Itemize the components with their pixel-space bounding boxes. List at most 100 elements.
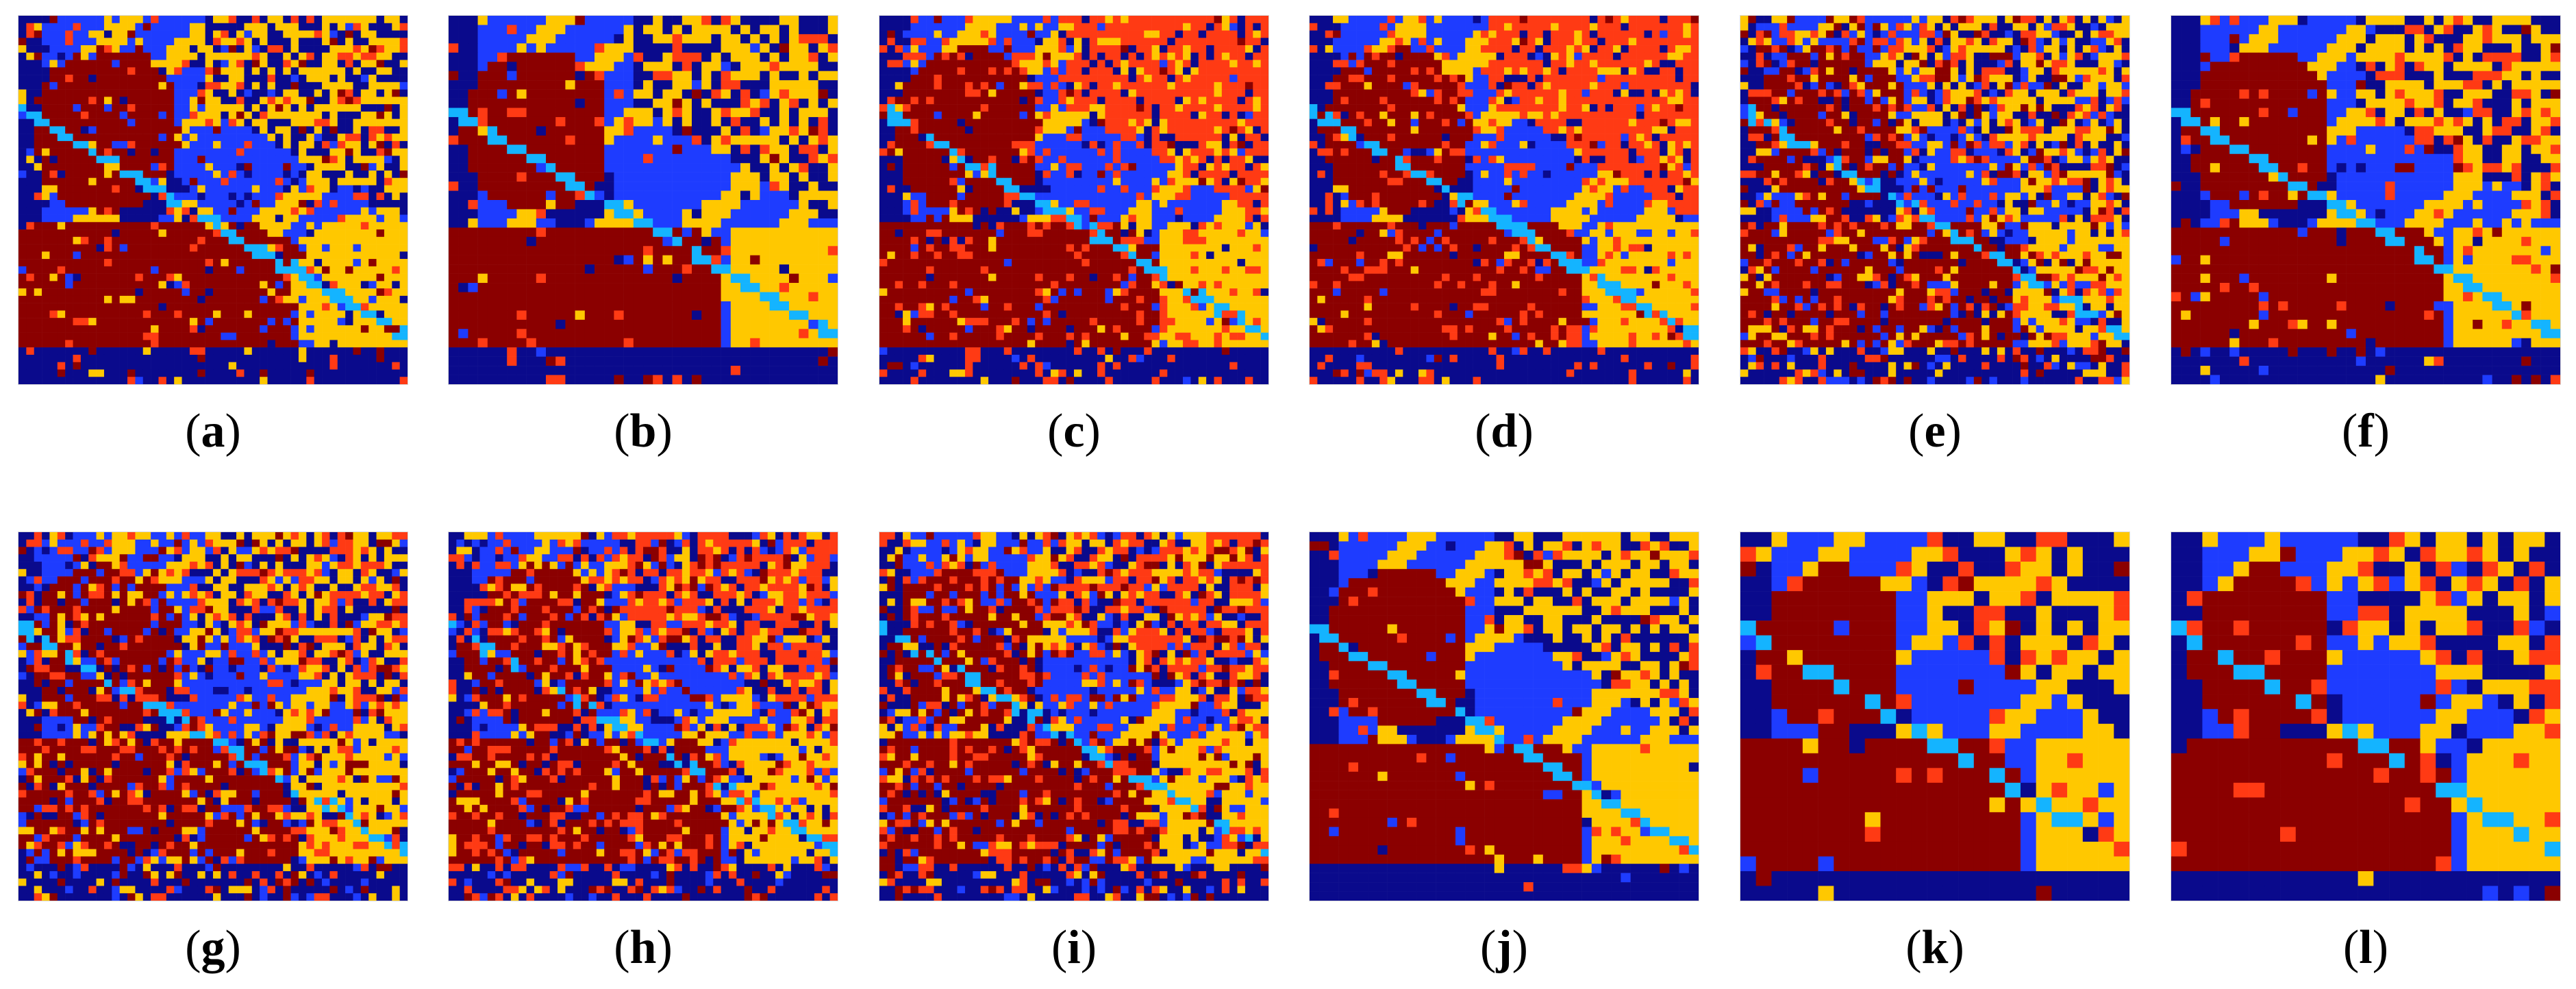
map-pixel-blue [329, 140, 338, 149]
map-pixel-yellow [1050, 104, 1059, 112]
map-pixel-yellow [329, 266, 338, 274]
map-pixel-dark-red [555, 153, 566, 164]
map-pixel-yellow [329, 89, 338, 97]
map-pixel-blue [575, 43, 586, 53]
map-pixel-navy [760, 347, 770, 357]
map-pixel-yellow [174, 214, 182, 223]
map-pixel-dark-red [96, 310, 105, 318]
map-pixel-yellow [306, 111, 314, 119]
map-pixel-navy [887, 45, 896, 53]
map-pixel-dark-red [516, 338, 527, 348]
map-pixel-dark-red [516, 264, 527, 274]
map-pixel-cyan [275, 259, 284, 267]
map-pixel-yellow [392, 251, 400, 260]
map-pixel-blue [298, 295, 307, 303]
map-pixel-blue [298, 214, 307, 223]
map-pixel-dark-red [49, 244, 58, 252]
map-pixel-navy [275, 118, 284, 127]
map-pixel-blue [1012, 23, 1020, 31]
map-pixel-yellow [769, 89, 780, 99]
map-pixel-orange-red [1198, 45, 1207, 53]
map-pixel-navy [322, 377, 330, 384]
map-pixel-dark-red [18, 295, 27, 303]
map-pixel-yellow [957, 30, 966, 38]
map-pixel-dark-red [516, 153, 527, 164]
map-pixel-dark-red [1003, 82, 1012, 90]
map-pixel-dark-red [487, 227, 498, 238]
map-pixel-yellow [322, 82, 330, 90]
map-pixel-dark-red [633, 310, 644, 321]
map-pixel-orange-red [1221, 104, 1230, 112]
map-pixel-dark-red [584, 145, 595, 155]
map-pixel-dark-red [34, 126, 42, 134]
map-pixel-cyan [306, 281, 314, 289]
map-pixel-yellow [314, 192, 323, 201]
map-pixel-dark-red [497, 62, 508, 71]
map-pixel-dark-red [584, 338, 595, 348]
map-pixel-orange-red [980, 104, 989, 112]
map-pixel-navy [526, 375, 537, 384]
map-pixel-yellow [643, 89, 653, 99]
map-pixel-dark-red [166, 288, 175, 297]
map-pixel-yellow [1050, 30, 1059, 38]
map-pixel-yellow [49, 273, 58, 281]
map-pixel-yellow [711, 200, 721, 210]
map-pixel-navy [228, 354, 237, 362]
map-pixel-blue [244, 200, 253, 208]
map-pixel-yellow [789, 80, 799, 90]
map-pixel-yellow [808, 236, 818, 247]
map-pixel-dark-red [112, 251, 120, 260]
map-pixel-orange-red [1198, 104, 1207, 112]
map-pixel-navy [26, 200, 35, 208]
map-pixel-navy [18, 30, 27, 38]
map-pixel-navy [546, 366, 556, 375]
map-pixel-orange-red [236, 38, 245, 46]
map-pixel-cyan [604, 200, 614, 210]
map-pixel-orange-red [57, 362, 66, 370]
map-pixel-orange-red [1206, 118, 1214, 127]
map-pixel-navy [57, 347, 66, 355]
map-pixel-yellow [740, 292, 751, 302]
map-pixel-orange-red [701, 16, 712, 25]
map-pixel-navy [643, 71, 653, 81]
map-pixel-dark-red [267, 310, 276, 318]
map-pixel-yellow [1253, 60, 1261, 68]
map-pixel-dark-red [536, 80, 547, 90]
map-pixel-dark-red [681, 283, 692, 292]
map-pixel-navy [468, 190, 478, 201]
map-pixel-dark-red [80, 340, 89, 348]
map-pixel-dark-red [267, 325, 276, 333]
map-pixel-navy [205, 354, 214, 362]
map-pixel-dark-red [197, 288, 205, 297]
map-pixel-yellow [376, 207, 385, 215]
map-pixel-dark-red [18, 325, 27, 333]
map-pixel-orange-red [903, 52, 911, 60]
map-pixel-yellow [376, 236, 385, 245]
map-pixel-orange-red [1167, 118, 1175, 127]
map-pixel-dark-red [236, 318, 245, 326]
map-pixel-dark-red [103, 82, 112, 90]
map-pixel-dark-red [964, 75, 973, 83]
map-pixel-dark-red [228, 303, 237, 311]
map-pixel-orange-red [1175, 118, 1184, 127]
map-pixel-blue [996, 30, 1005, 38]
map-pixel-navy [458, 366, 468, 375]
map-pixel-dark-red [135, 155, 144, 164]
map-pixel-cyan [633, 218, 644, 228]
map-pixel-dark-red [80, 67, 89, 75]
map-pixel-navy [399, 67, 408, 75]
map-pixel-dark-red [536, 99, 547, 108]
map-pixel-dark-red [135, 52, 144, 60]
map-pixel-orange-red [135, 273, 144, 281]
map-pixel-dark-red [166, 310, 175, 318]
map-pixel-dark-red [672, 292, 683, 302]
map-pixel-dark-red [575, 255, 586, 265]
map-pixel-navy [595, 366, 605, 375]
map-pixel-dark-red [57, 295, 66, 303]
map-pixel-navy [779, 264, 790, 274]
map-pixel-blue [623, 16, 634, 25]
map-pixel-navy [322, 362, 330, 370]
map-pixel-navy [260, 104, 268, 112]
map-pixel-orange-red [575, 62, 586, 71]
map-pixel-navy [740, 80, 751, 90]
